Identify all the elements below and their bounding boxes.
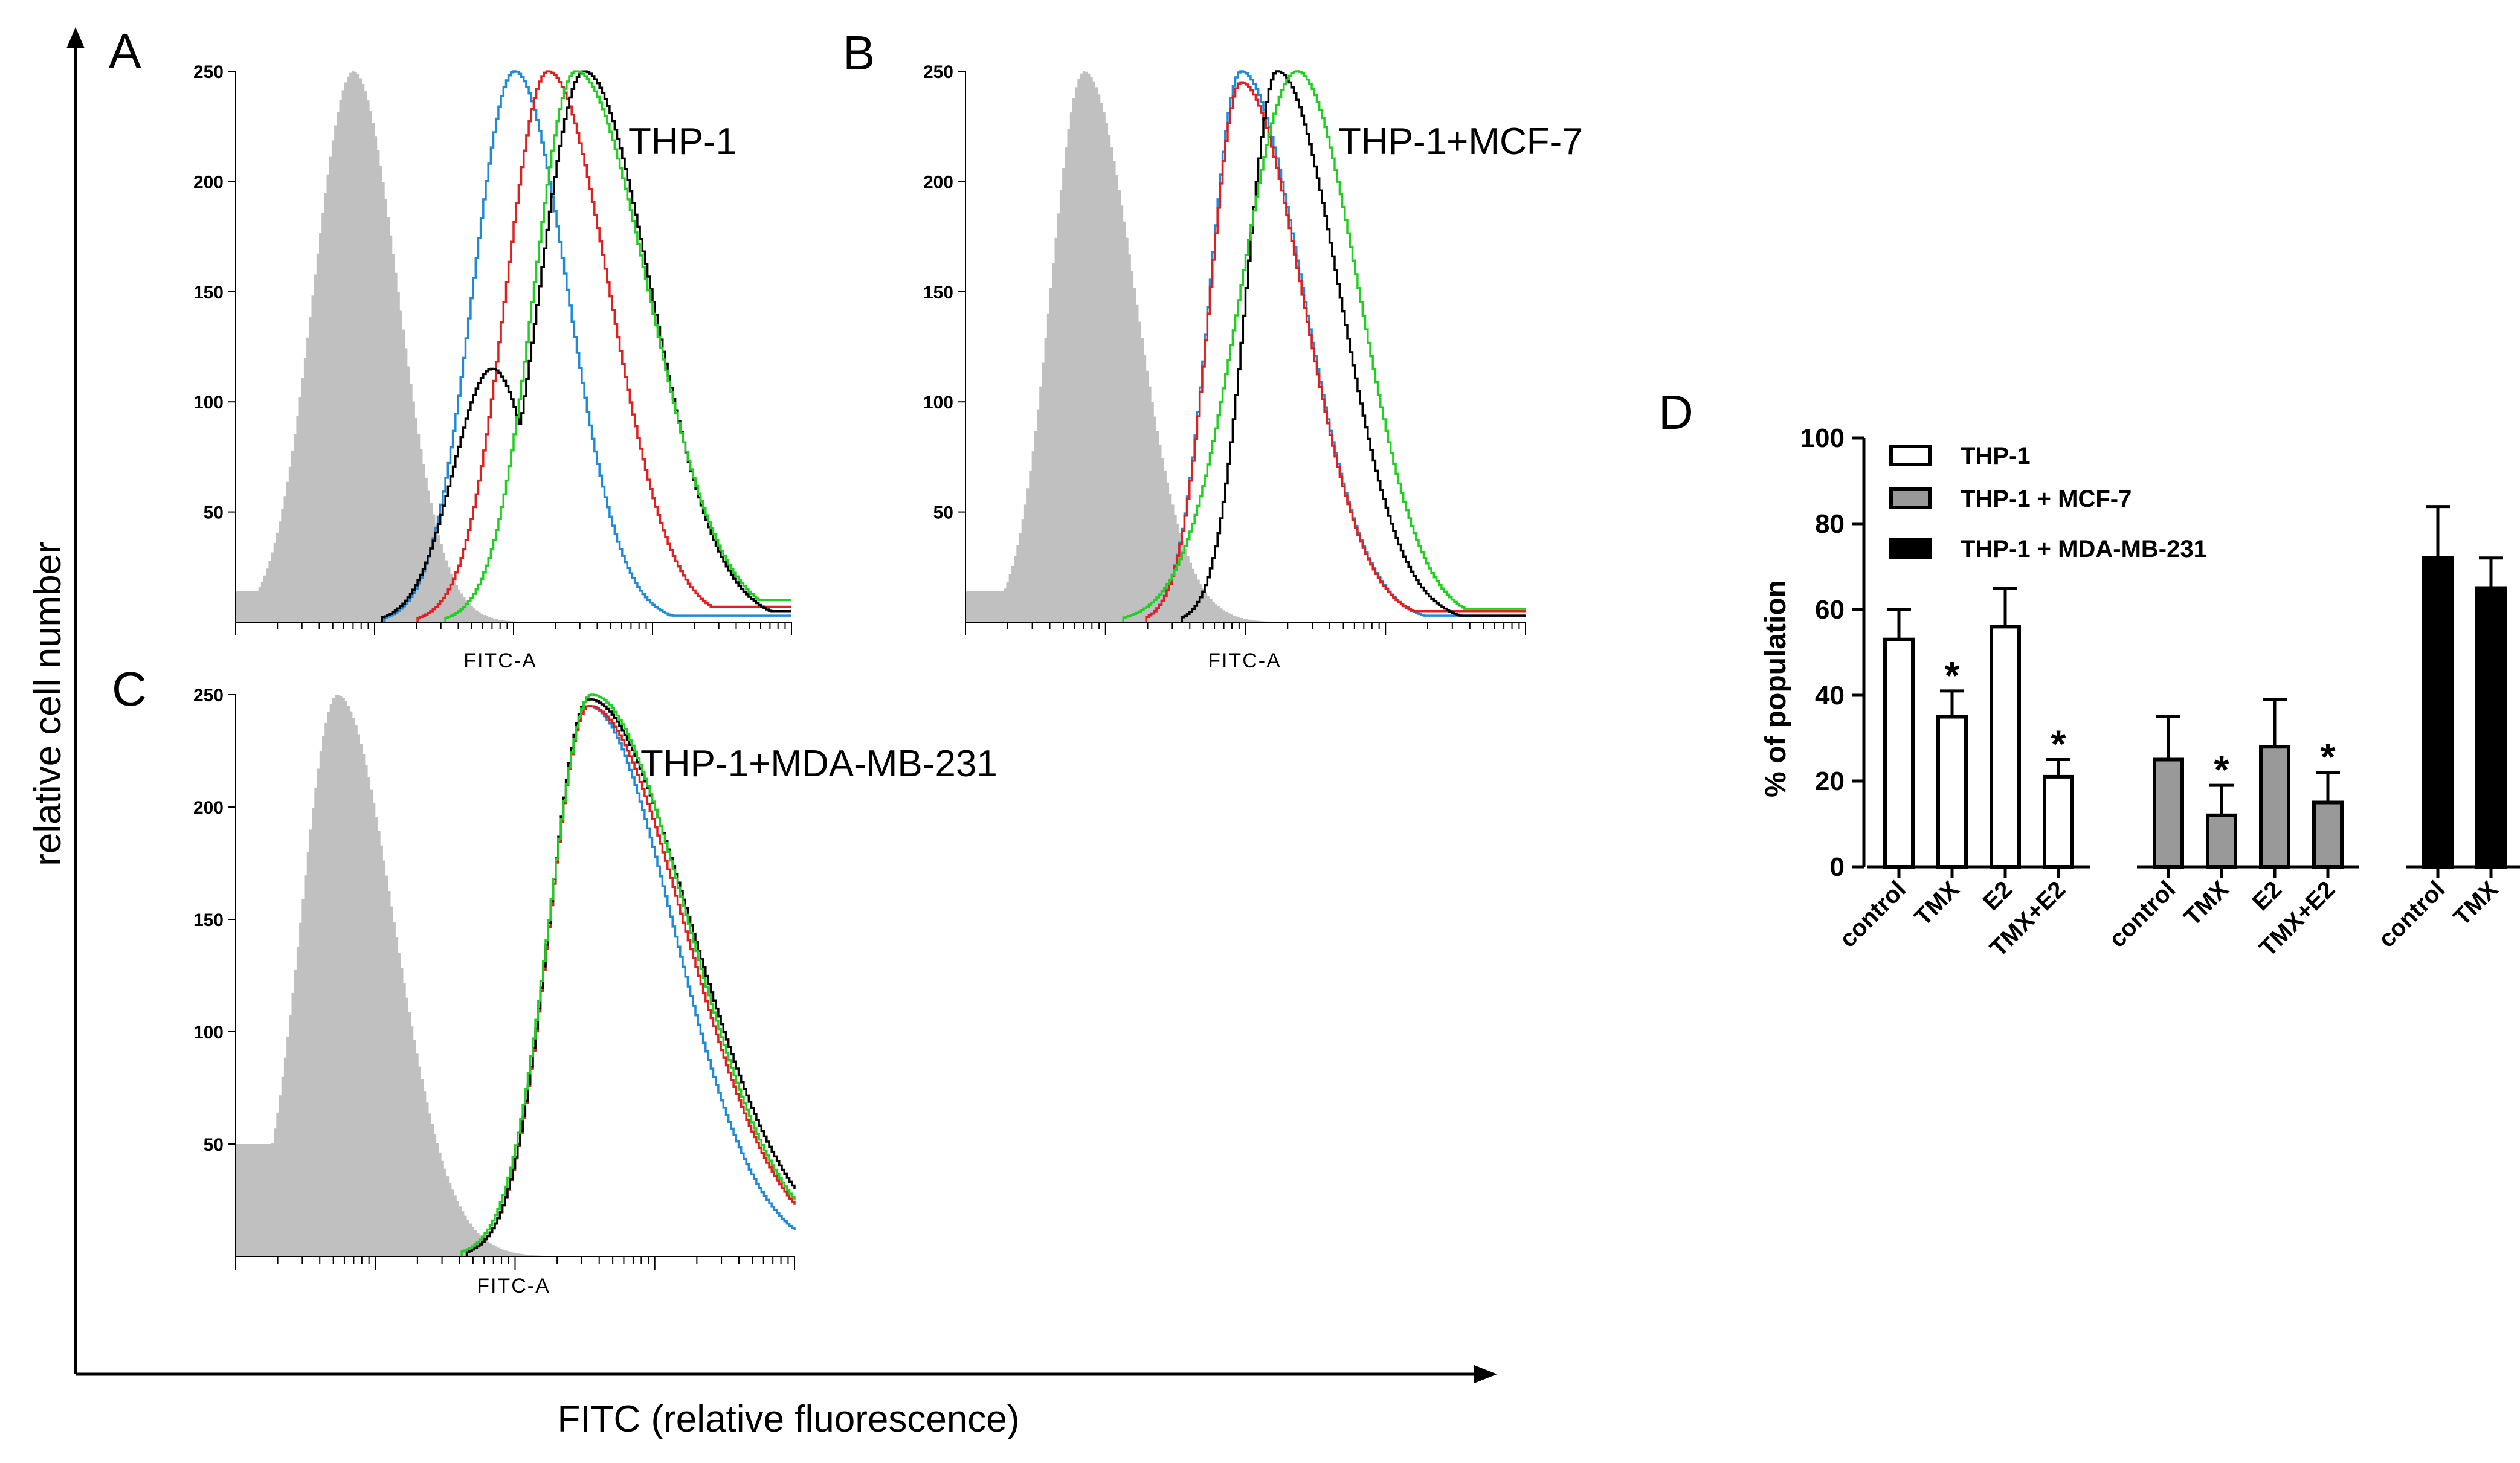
histogram-y-tick-label: 50 bbox=[204, 1135, 224, 1155]
histogram-y-tick-label: 200 bbox=[923, 172, 953, 192]
histogram-xlabel: FITC-A bbox=[477, 1275, 550, 1297]
significance-marker: * bbox=[2321, 735, 2336, 779]
histogram-isotype-fill bbox=[236, 71, 794, 623]
histogram-curve-tmx-e2 bbox=[460, 693, 796, 1256]
histogram-y-tick-label: 100 bbox=[193, 393, 224, 413]
histogram-panel-a: THP-1 FITC-A 50 100 150 200 250 bbox=[193, 62, 794, 672]
histogram-xlabel: FITC-A bbox=[463, 649, 537, 672]
legend-swatch-thp1 bbox=[1889, 445, 1932, 466]
histogram-curve-e2 bbox=[1145, 81, 1526, 622]
bar-chart-y-tick-label: 20 bbox=[1815, 767, 1845, 796]
histogram-panel-c: THP-1+MDA-MB-231 FITC-A 50 100 150 200 250 bbox=[193, 686, 997, 1297]
bar-thp-1-control bbox=[1883, 637, 1915, 869]
bar-thp-1-mcf-7-tmx-e2 bbox=[2312, 800, 2344, 869]
global-y-label: relative cell number bbox=[27, 541, 69, 866]
bar-chart-y-tick-label: 80 bbox=[1815, 509, 1845, 539]
histogram-curve-tmx bbox=[1145, 70, 1526, 622]
bar-chart-category-label: TMX bbox=[2449, 876, 2504, 931]
bar-thp-1-e2 bbox=[1990, 625, 2021, 869]
histogram-y-tick-label: 250 bbox=[193, 686, 224, 706]
histogram-label: THP-1 bbox=[628, 121, 736, 162]
bar-chart-y-tick-label: 40 bbox=[1815, 681, 1845, 710]
bar-chart-y-tick-label: 100 bbox=[1800, 423, 1845, 453]
global-x-arrowhead bbox=[1474, 1365, 1497, 1383]
bar-thp-1-mda-mb-231-tmx bbox=[2475, 586, 2507, 869]
histogram-label: THP-1+MDA-MB-231 bbox=[640, 743, 997, 785]
bar-thp-1-mcf-7-e2 bbox=[2259, 745, 2290, 869]
global-y-arrowhead bbox=[66, 27, 85, 48]
histogram-curve-tmx-e2 bbox=[1122, 70, 1526, 622]
bar-chart-ylabel: % of population bbox=[1760, 580, 1792, 797]
bar-chart-category-label: TMX bbox=[1910, 876, 1965, 931]
histogram-y-tick-label: 50 bbox=[933, 503, 953, 523]
bar-chart-category-label: E2 bbox=[2248, 876, 2287, 916]
histogram-y-tick-label: 200 bbox=[193, 172, 224, 192]
histogram-label: THP-1+MCF-7 bbox=[1338, 121, 1583, 162]
bar-thp-1-mda-mb-231-control bbox=[2422, 556, 2454, 869]
panel-letter-c: C bbox=[112, 662, 147, 716]
histogram-y-tick-label: 50 bbox=[204, 503, 224, 523]
histogram-panel-b: THP-1+MCF-7 FITC-A 50 100 150 200 250 bbox=[923, 62, 1583, 672]
histogram-curve-e2 bbox=[465, 704, 796, 1256]
bar-chart-category-label: control bbox=[2104, 876, 2180, 953]
bar-chart-panel-d: % of population THP-1 THP-1 + MCF-7 THP-… bbox=[1760, 423, 2520, 962]
legend-swatch-mcf7 bbox=[1889, 487, 1932, 509]
legend-label-mda: THP-1 + MDA-MB-231 bbox=[1961, 536, 2207, 562]
histogram-curve-e2 bbox=[416, 70, 791, 622]
global-x-label: FITC (relative fluorescence) bbox=[558, 1398, 1020, 1440]
histogram-y-tick-label: 150 bbox=[923, 283, 953, 303]
histogram-y-tick-label: 100 bbox=[193, 1023, 224, 1043]
histogram-y-tick-label: 100 bbox=[923, 393, 953, 413]
legend-label-mcf7: THP-1 + MCF-7 bbox=[1961, 486, 2132, 512]
bar-thp-1-mcf-7-control bbox=[2153, 757, 2184, 869]
bar-chart-category-label: E2 bbox=[2517, 876, 2520, 916]
legend-swatch-mda bbox=[1889, 538, 1932, 559]
panel-letter-b: B bbox=[843, 26, 875, 80]
histogram-xlabel: FITC-A bbox=[1208, 649, 1281, 672]
legend-label-thp1: THP-1 bbox=[1961, 443, 2031, 469]
bar-chart-category-label: TMX bbox=[2179, 876, 2234, 931]
bar-chart-legend: THP-1 THP-1 + MCF-7 THP-1 + MDA-MB-231 bbox=[1889, 443, 2207, 562]
significance-marker: * bbox=[2051, 722, 2066, 766]
histogram-y-tick-label: 150 bbox=[193, 283, 224, 303]
bar-chart-category-label: control bbox=[2373, 876, 2450, 953]
histogram-isotype-fill bbox=[965, 71, 1529, 623]
panel-letter-a: A bbox=[109, 24, 141, 78]
significance-marker: * bbox=[2214, 748, 2229, 791]
bar-thp-1-tmx bbox=[1936, 715, 1968, 869]
bar-chart-category-label: E2 bbox=[1978, 876, 2018, 916]
bar-chart-y-tick-label: 0 bbox=[1830, 852, 1845, 882]
bar-chart-y-tick-label: 60 bbox=[1815, 595, 1845, 625]
significance-marker: * bbox=[1945, 654, 1960, 697]
histogram-y-tick-label: 150 bbox=[193, 910, 224, 930]
histogram-isotype-fill bbox=[236, 695, 798, 1256]
bar-thp-1-mcf-7-tmx bbox=[2206, 813, 2237, 869]
histogram-y-tick-label: 250 bbox=[923, 62, 953, 82]
histogram-curve-tmx bbox=[465, 704, 796, 1256]
panel-letter-d: D bbox=[1658, 385, 1693, 439]
histogram-curve-tmx-e2 bbox=[444, 70, 791, 622]
histogram-y-tick-label: 200 bbox=[193, 798, 224, 818]
histogram-y-tick-label: 250 bbox=[193, 62, 224, 82]
histogram-curve-control bbox=[1181, 70, 1526, 622]
bar-chart-category-label: control bbox=[1834, 876, 1911, 953]
bar-thp-1-tmx-e2 bbox=[2043, 774, 2074, 869]
